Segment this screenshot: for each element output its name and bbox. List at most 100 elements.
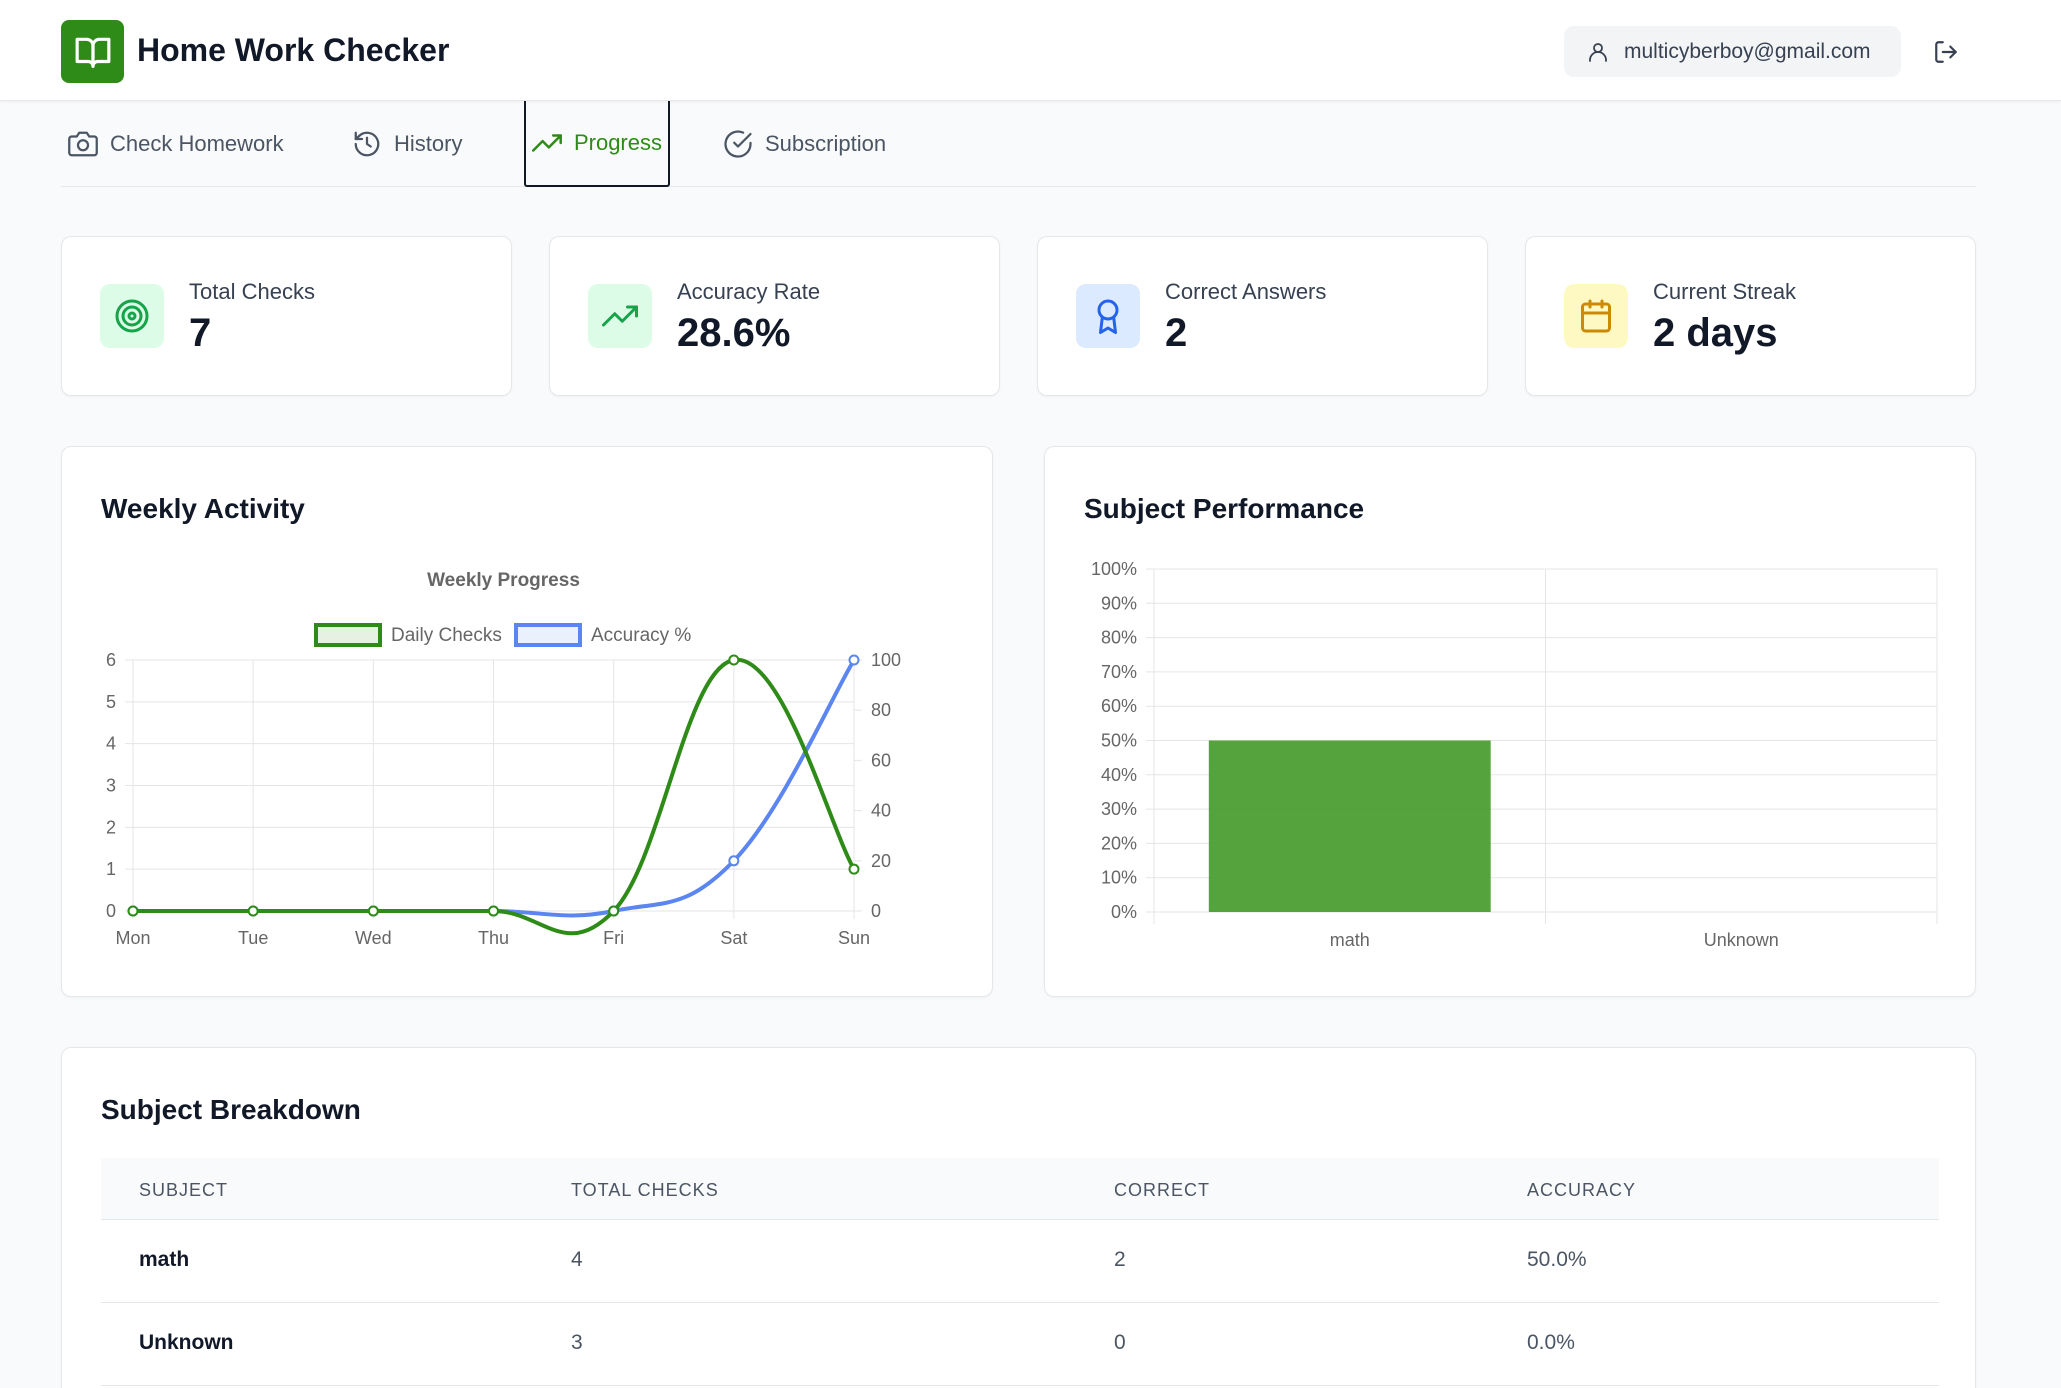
panel-title: Subject Breakdown: [101, 1094, 361, 1125]
data-point: [608, 905, 620, 917]
y-left-tick-label: 4: [106, 734, 116, 754]
weekly-progress-chart: Weekly Progress Daily Checks Accuracy % Mon…: [106, 570, 901, 948]
cell-correct: 0: [1114, 1331, 1126, 1354]
stat-label: Total Checks: [189, 279, 315, 304]
y-tick-label: 20%: [1101, 833, 1137, 853]
y-tick-label: 30%: [1101, 799, 1137, 819]
stat-label: Current Streak: [1653, 279, 1797, 304]
column-header: CORRECT: [1114, 1180, 1210, 1200]
x-tick-label: Wed: [355, 928, 392, 948]
y-right-tick-label: 80: [871, 700, 891, 720]
cell-correct: 2: [1114, 1248, 1126, 1271]
tab-history[interactable]: History: [352, 101, 462, 187]
subject-breakdown-table: SUBJECT TOTAL CHECKS CORRECT ACCURACY ma…: [101, 1158, 1939, 1386]
y-right-tick-label: 60: [871, 750, 891, 770]
y-tick-label: 100%: [1091, 559, 1137, 579]
y-right-tick-label: 40: [871, 801, 891, 821]
subject-performance-chart: 0% 10% 20% 30% 40% 50% 60% 70% 80% 90% 100% math Unk…: [1091, 559, 1938, 950]
table-row: Unknown 3 0 0.0%: [101, 1303, 1939, 1386]
stat-value: 7: [189, 311, 212, 355]
legend-label: Accuracy %: [591, 625, 691, 646]
cell-subject: Unknown: [139, 1331, 234, 1354]
x-tick-label: Unknown: [1704, 930, 1779, 950]
calendar-icon: [1564, 284, 1628, 348]
y-left-tick-label: 3: [106, 776, 116, 796]
y-left-tick-label: 2: [106, 817, 116, 837]
y-left-tick-label: 6: [106, 650, 116, 670]
panel-title: Weekly Activity: [101, 493, 305, 524]
series-line: [132, 657, 856, 936]
stat-value: 2: [1165, 311, 1188, 355]
subject-breakdown-panel: Subject Breakdown SUBJECT TOTAL CHECKS C…: [61, 1047, 1976, 1388]
tab-label: Subscription: [765, 131, 887, 156]
y-tick-label: 0%: [1111, 902, 1137, 922]
stat-card-correct-answers: Correct Answers 2: [1037, 236, 1488, 396]
x-tick-label: Sat: [720, 928, 747, 948]
data-point: [247, 905, 259, 917]
weekly-activity-panel: Weekly Activity Weekly Progress Daily Che…: [61, 446, 993, 997]
y-right-tick-label: 0: [871, 901, 881, 921]
logout-icon: [1935, 41, 1957, 63]
tab-subscription[interactable]: Subscription: [723, 101, 886, 187]
column-header: SUBJECT: [139, 1180, 229, 1200]
column-header: TOTAL CHECKS: [571, 1180, 719, 1200]
tab-progress[interactable]: Progress: [524, 101, 670, 187]
camera-icon: [68, 131, 98, 157]
stat-value: 28.6%: [677, 311, 791, 355]
stat-label: Accuracy Rate: [677, 279, 821, 304]
tab-bar: Check Homework History Progress Subscrip…: [61, 101, 1976, 187]
target-icon: [100, 284, 164, 348]
cell-total-checks: 3: [571, 1331, 583, 1354]
tab-label: Progress: [573, 130, 662, 155]
cell-subject: math: [139, 1248, 190, 1271]
y-tick-label: 60%: [1101, 696, 1137, 716]
x-tick-label: Fri: [603, 928, 624, 948]
trending-up-icon: [532, 134, 562, 152]
y-right-tick-label: 20: [871, 851, 891, 871]
y-tick-label: 10%: [1101, 868, 1137, 888]
stat-card-current-streak: Current Streak 2 days: [1525, 236, 1976, 396]
legend-label: Daily Checks: [391, 625, 502, 646]
cell-total-checks: 4: [571, 1248, 583, 1271]
y-left-tick-label: 0: [106, 901, 116, 921]
user-account-pill[interactable]: multicyberboy@gmail.com: [1564, 26, 1901, 77]
history-icon: [354, 131, 380, 157]
x-tick-label: math: [1330, 930, 1370, 950]
app-title: Home Work Checker: [137, 32, 450, 68]
y-right-tick-label: 100: [871, 650, 901, 670]
logout-button[interactable]: [1930, 36, 1962, 68]
chart-title: Weekly Progress: [427, 570, 580, 591]
table-row: math 4 2 50.0%: [101, 1220, 1939, 1303]
award-icon: [1076, 284, 1140, 348]
column-header: ACCURACY: [1527, 1180, 1637, 1200]
panel-title: Subject Performance: [1084, 493, 1365, 524]
trending-up-icon: [588, 284, 652, 348]
data-point: [367, 905, 379, 917]
book-icon: [61, 20, 124, 83]
data-point: [488, 905, 499, 917]
stat-card-accuracy-rate: Accuracy Rate 28.6%: [549, 236, 1000, 396]
check-circle-icon: [724, 130, 752, 158]
y-tick-label: 50%: [1101, 731, 1137, 751]
stat-label: Correct Answers: [1165, 279, 1327, 304]
data-point: [728, 654, 740, 666]
legend-swatch: [514, 623, 582, 647]
x-tick-label: Sun: [838, 928, 870, 948]
y-tick-label: 40%: [1101, 765, 1137, 785]
y-tick-label: 70%: [1101, 662, 1137, 682]
app-header: Home Work Checker multicyberboy@gmail.co…: [0, 0, 2061, 101]
y-left-tick-label: 1: [106, 859, 116, 879]
subject-performance-panel: Subject Performance 0% 10% 20% 30% 40% 50% 60%…: [1044, 446, 1976, 997]
data-point: [728, 855, 740, 867]
tab-check-homework[interactable]: Check Homework: [68, 101, 284, 187]
stat-value: 2 days: [1653, 311, 1778, 355]
data-point: [127, 905, 139, 917]
stat-card-total-checks: Total Checks 7: [61, 236, 512, 396]
cell-accuracy: 50.0%: [1527, 1248, 1587, 1271]
x-tick-label: Thu: [478, 928, 509, 948]
legend-swatch: [314, 623, 382, 647]
bar: [1208, 740, 1491, 912]
y-tick-label: 80%: [1101, 628, 1137, 648]
user-icon: [1589, 42, 1607, 62]
cell-accuracy: 0.0%: [1527, 1331, 1575, 1354]
